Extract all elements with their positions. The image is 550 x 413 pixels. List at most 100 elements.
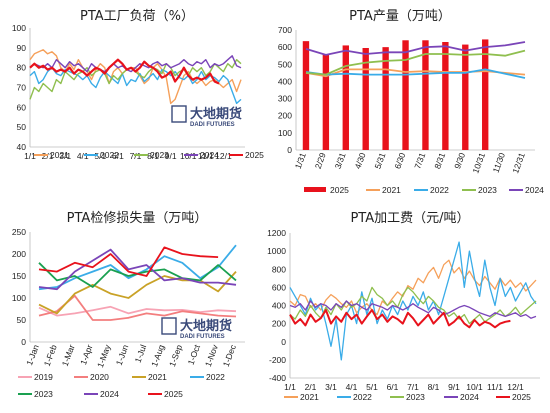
bar-2025: [382, 47, 389, 151]
chart-load: PTA工厂负荷（%）4050607080901001/12/13/14/15/1…: [12, 9, 264, 161]
series-line-2024: [305, 41, 526, 56]
x-tick-label: 4/1: [346, 382, 358, 392]
x-tick-label: 4/30: [353, 151, 368, 170]
x-tick-label: 6/1: [387, 382, 399, 392]
y-tick-label: 100: [12, 23, 26, 33]
y-tick-label: 60: [17, 102, 27, 112]
watermark-icon: [161, 317, 177, 335]
legend-label: 2025: [512, 392, 531, 402]
y-tick-label: 600: [278, 42, 292, 52]
y-tick-label: 1200: [267, 228, 286, 238]
y-tick-label: 0: [21, 337, 26, 347]
y-tick-label: 600: [272, 282, 286, 292]
x-tick-label: 2/1: [305, 382, 317, 392]
x-tick-label: 1/1: [284, 382, 296, 392]
legend-label: 2021: [300, 392, 319, 402]
legend-label: 2024: [525, 185, 544, 195]
y-tick-label: 50: [17, 122, 27, 132]
y-tick-label: -400: [269, 373, 286, 383]
series-line-2024: [38, 248, 237, 291]
x-tick-label: 9/30: [452, 151, 467, 170]
series-line-2021: [305, 68, 526, 78]
legend-label: 2023: [406, 392, 425, 402]
series-line-2025: [289, 309, 511, 329]
x-tick-label: 1-May: [95, 343, 113, 369]
y-tick-label: 200: [272, 319, 286, 329]
y-tick-label: 100: [278, 128, 292, 138]
y-tick-label: 80: [17, 63, 27, 73]
x-tick-label: 8/31: [432, 151, 447, 170]
x-tick-label: 11/1: [487, 382, 503, 392]
y-tick-label: 700: [278, 25, 292, 35]
y-tick-label: 250: [12, 227, 26, 237]
x-tick-label: 1-Nov: [203, 343, 220, 368]
x-tick-label: 10/1: [466, 382, 483, 392]
legend-label: 2023: [150, 150, 169, 160]
bar-2025: [442, 42, 449, 150]
series-line-2024: [29, 55, 242, 73]
y-tick-label: 800: [272, 264, 286, 274]
y-tick-label: 0: [287, 145, 292, 155]
x-tick-label: 9/1: [448, 382, 460, 392]
y-tick-label: 400: [272, 301, 286, 311]
series-line-2023: [305, 49, 526, 76]
bar-2025: [462, 44, 469, 151]
series-line-2025: [29, 58, 220, 85]
x-tick-label: 1-Aug: [149, 343, 166, 368]
y-tick-label: 200: [278, 111, 292, 121]
series-line-2022: [289, 241, 537, 361]
y-tick-label: 200: [12, 249, 26, 259]
x-tick-label: 3/1: [59, 151, 71, 161]
x-tick-label: 3/31: [333, 151, 348, 170]
x-tick-label: 8/1: [147, 151, 159, 161]
x-tick-label: 1-Oct: [186, 343, 203, 367]
watermark-en: DADI FUTURES: [180, 334, 225, 340]
x-tick-label: 7/31: [412, 151, 427, 170]
legend-label: 2021: [148, 372, 167, 382]
x-tick-label: 11/30: [491, 151, 508, 174]
bar-2025: [302, 41, 310, 151]
chart-title: PTA加工费（元/吨）: [350, 211, 469, 226]
watermark-cn: 大地期货: [180, 318, 232, 334]
x-tick-label: 12/1: [215, 151, 232, 161]
watermark-en: DADI FUTURES: [190, 122, 235, 128]
series-line-2022: [305, 68, 526, 79]
y-tick-label: 1000: [267, 246, 286, 256]
y-tick-label: -200: [269, 355, 286, 365]
x-tick-label: 2/29: [313, 151, 328, 170]
y-tick-label: 0: [281, 337, 286, 347]
legend-label: 2022: [206, 372, 225, 382]
legend-label: 2022: [430, 185, 449, 195]
y-tick-label: 70: [17, 83, 27, 93]
x-tick-label: 1-Feb: [42, 343, 59, 368]
legend-label: 2025: [164, 389, 183, 399]
legend-label: 2021: [50, 150, 69, 160]
x-tick-label: 1-Sep: [167, 343, 184, 368]
bar-2025: [322, 54, 330, 150]
x-tick-label: 12/31: [510, 151, 527, 175]
x-tick-label: 12/1: [507, 382, 524, 392]
x-tick-label: 9/1: [165, 151, 177, 161]
series-line-2020: [38, 294, 237, 321]
chart-title: PTA工厂负荷（%）: [80, 9, 194, 24]
series-line-2019: [38, 305, 237, 317]
chart-title: PTA检修损失量（万吨）: [67, 211, 208, 226]
legend-label: 2022: [353, 392, 372, 402]
legend-label: 2019: [34, 372, 53, 382]
series-line-2022: [29, 67, 242, 105]
chart-output: PTA产量（万吨） 0 100 200 300 400 500 600 700 1/31 2/29 3…: [278, 9, 544, 195]
legend-label: 2025: [330, 185, 349, 195]
legend-label: 2024: [100, 389, 119, 399]
chart-margin: PTA加工费（元/吨） -400 -200 0 200 400 600 800 1000 1200…: [267, 211, 540, 402]
y-tick-label: 400: [278, 76, 292, 86]
x-tick-label: 4/1: [77, 151, 89, 161]
series-line-2021: [289, 259, 537, 316]
x-tick-label: 6/1: [112, 151, 124, 161]
series-line-2025: [38, 246, 219, 277]
legend-label: 2020: [90, 372, 109, 382]
x-tick-label: 5/31: [372, 151, 387, 170]
